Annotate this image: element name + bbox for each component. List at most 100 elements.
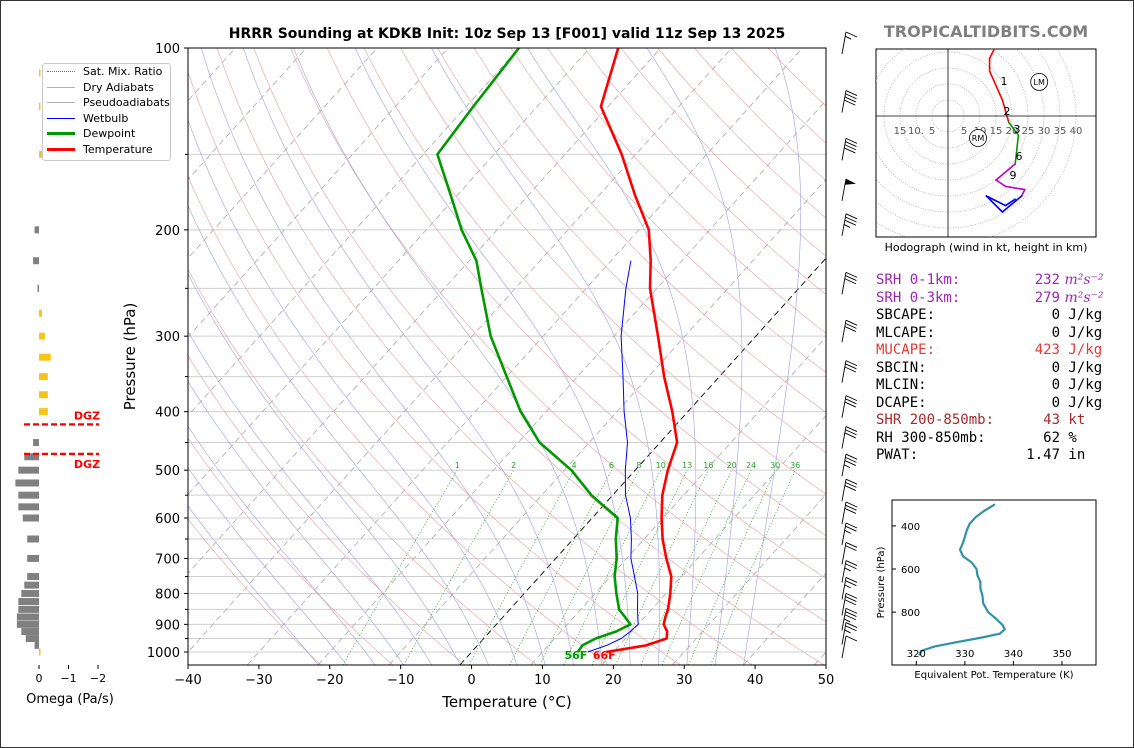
legend-swatch xyxy=(47,147,75,151)
profiles xyxy=(436,48,679,654)
wind-barb-half xyxy=(844,567,851,572)
stat-label: SBCAPE: xyxy=(876,307,936,323)
y-tick-label: 100 xyxy=(155,42,180,57)
omega-bar xyxy=(39,353,51,361)
theta-e-x-tick-label: 350 xyxy=(1052,649,1071,660)
isotherm-line xyxy=(188,48,378,259)
omega-bar xyxy=(39,648,41,656)
stat-unit: in xyxy=(1060,447,1086,463)
theta-e-line xyxy=(918,503,1007,656)
stat-value: 0 xyxy=(1051,359,1060,376)
wind-barb-feather xyxy=(844,219,857,226)
wind-barb xyxy=(841,607,858,631)
wind-barb-half xyxy=(844,529,851,534)
wind-barb-feather xyxy=(845,322,857,329)
wind-barb-feather xyxy=(845,542,858,548)
wind-barb-feather xyxy=(845,596,857,602)
stat-label: RH 300-850mb: xyxy=(876,429,986,446)
wind-barb-staff xyxy=(841,479,847,502)
omega-bar xyxy=(18,491,39,499)
wind-barbs xyxy=(841,31,858,659)
stat-unit: kt xyxy=(1060,412,1086,428)
x-tick-label: 30 xyxy=(676,673,693,688)
wind-barb xyxy=(841,360,858,383)
legend-swatch xyxy=(47,71,75,73)
hodograph-ring-label: 25 xyxy=(1022,126,1035,137)
x-tick-label: 10 xyxy=(534,673,551,688)
hodograph-height-label: 3 xyxy=(1014,123,1021,136)
wind-barb-staff xyxy=(841,542,847,565)
x-tick-label: 20 xyxy=(605,673,622,688)
stat-label: SBCIN: xyxy=(876,359,927,376)
stat-label: SRH 0-3km: xyxy=(876,289,961,306)
stat-value: 1.47 xyxy=(1026,447,1060,463)
theta-e-y-tick-label: 400 xyxy=(901,522,920,533)
omega-bar xyxy=(16,613,39,621)
wind-barb-half xyxy=(844,584,851,589)
stat-label: DCAPE: xyxy=(876,394,927,411)
mixing-ratio-label: 16 xyxy=(703,461,713,470)
isotherm-line xyxy=(317,100,826,665)
stat-row: PWAT: 1.47 in xyxy=(876,447,1104,465)
stat-row: SRH 0-1km: 232 m²s⁻² xyxy=(876,272,1104,290)
stat-value: 232 xyxy=(1034,272,1060,288)
dry-adiabat xyxy=(363,48,826,537)
x-tick-label: 50 xyxy=(818,673,835,688)
wind-barb-feather xyxy=(845,481,857,488)
wind-barb-half xyxy=(843,618,851,623)
legend-item: Dry Adiabats xyxy=(43,80,170,96)
omega-x-tick-label: −1 xyxy=(60,672,76,685)
omega-bar xyxy=(39,103,41,111)
moist-adiabat xyxy=(188,381,404,665)
dry-adiabat xyxy=(188,355,465,665)
wind-barb-feather xyxy=(845,611,857,617)
legend-swatch xyxy=(47,86,75,88)
x-tick-label: 0 xyxy=(467,673,475,688)
wind-barb-feather xyxy=(845,622,858,628)
wind-barb-feather xyxy=(844,144,857,151)
wind-barb-feather xyxy=(845,501,858,508)
hodograph-panel: 1510.551015202530354012369LMRMHodograph … xyxy=(875,1,1097,254)
omega-bar xyxy=(39,332,45,340)
mixing-ratio-label: 6 xyxy=(609,461,614,470)
stat-value: 0 xyxy=(1051,324,1060,341)
stat-row: DCAPE: 0 J/kg xyxy=(876,395,1104,413)
mixing-ratio-label: 1 xyxy=(455,461,460,470)
wind-barb xyxy=(841,577,858,600)
stat-unit: J/kg xyxy=(1060,394,1103,411)
wind-barb-feather xyxy=(845,545,857,552)
wind-barb xyxy=(841,522,858,546)
stat-row: MUCAPE: 423 J/kg xyxy=(876,342,1104,360)
wind-barb-feather xyxy=(845,592,858,599)
hodograph-ring-label: 5 xyxy=(929,126,935,137)
wind-barb-feather xyxy=(845,625,857,632)
stat-unit: J/kg xyxy=(1060,307,1103,323)
plot-frame xyxy=(187,47,827,666)
surface-temperature-label: 66F xyxy=(593,649,616,662)
moist-adiabat xyxy=(527,48,697,665)
chart-title: HRRR Sounding at KDKB Init: 10z Sep 13 [… xyxy=(228,26,786,42)
wind-barb xyxy=(841,395,858,418)
theta-e-y-axis-label: Pressure (hPa) xyxy=(876,547,887,619)
wind-barb-feather xyxy=(845,275,857,281)
wind-barb-feather xyxy=(845,141,857,147)
moist-adiabat xyxy=(188,330,432,665)
legend-item: Dewpoint xyxy=(43,126,170,142)
legend-swatch xyxy=(47,132,75,136)
legend-item: Pseudoadiabats xyxy=(43,95,170,111)
stat-value: 423 xyxy=(1034,342,1060,358)
wind-barb-feather xyxy=(845,90,858,96)
hodograph-segment xyxy=(995,179,1007,188)
theta-e-x-tick-label: 340 xyxy=(1004,649,1023,660)
hodograph-height-label: 6 xyxy=(1016,150,1023,163)
wind-barb xyxy=(841,90,858,113)
legend-item: Wetbulb xyxy=(43,111,170,127)
moist-adiabat xyxy=(188,467,347,665)
omega-bar xyxy=(33,257,39,265)
mixing-ratio-label: 24 xyxy=(746,461,756,470)
hodograph-height-label: 2 xyxy=(1004,105,1011,118)
moist-adiabat xyxy=(188,425,376,665)
hodograph-segment xyxy=(942,1,974,14)
legend-label: Dry Adiabats xyxy=(83,80,154,94)
hodograph-segment xyxy=(993,7,999,29)
